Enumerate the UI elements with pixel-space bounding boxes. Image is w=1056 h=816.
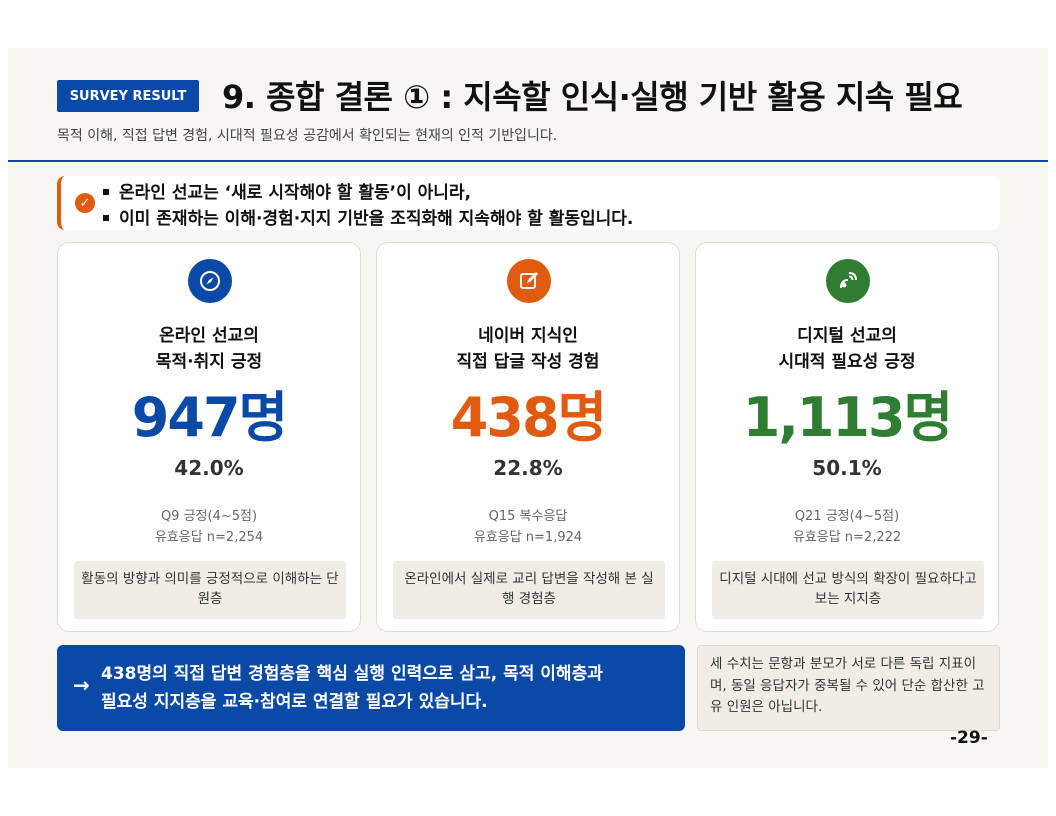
card-label-2: 직접 답글 작성 경험 (456, 352, 600, 372)
edit-icon (507, 259, 551, 303)
card-question: Q21 긍정(4~5점) (794, 509, 900, 524)
card-percent: 42.0% (174, 456, 244, 480)
stat-card-experience: 네이버 지식인 직접 답글 작성 경험 438명 22.8% Q15 복수응답 … (376, 242, 680, 632)
satellite-icon (826, 259, 870, 303)
card-sample-size: 유효응답 n=2,254 (154, 530, 264, 545)
card-note: 온라인에서 실제로 교리 답변을 작성해 본 실행 경험층 (393, 561, 665, 619)
card-note: 활동의 방향과 의미를 긍정적으로 이해하는 단원층 (74, 561, 346, 619)
check-icon: ✓ (75, 193, 95, 213)
card-label-1: 디지털 선교의 (797, 326, 897, 346)
compass-icon (188, 259, 232, 303)
card-count: 438명 (450, 386, 607, 449)
card-label-1: 네이버 지식인 (478, 326, 578, 346)
card-note: 디지털 시대에 선교 방식의 확장이 필요하다고 보는 지지층 (712, 561, 984, 619)
conclusion-line-1: 438명의 직접 답변 경험층을 핵심 실행 인력으로 삼고, 목적 이해층과 (101, 664, 603, 684)
card-sample-size: 유효응답 n=2,222 (792, 530, 902, 545)
page-subtitle: 목적 이해, 직접 답변 경험, 시대적 필요성 공감에서 확인되는 현재의 인… (57, 128, 558, 144)
key-message-callout: ✓ 온라인 선교는 ‘새로 시작해야 할 활동’이 아니라, 이미 존재하는 이… (57, 176, 1000, 230)
conclusion-line-2: 필요성 지지층을 교육·참여로 연결할 필요가 있습니다. (101, 692, 488, 712)
slide: SURVEY RESULT 9. 종합 결론 ① : 지속할 인식·실행 기반 … (8, 48, 1048, 768)
card-question: Q9 긍정(4~5점) (160, 509, 258, 524)
card-percent: 22.8% (493, 456, 563, 480)
stat-card-necessity: 디지털 선교의 시대적 필요성 긍정 1,113명 50.1% Q21 긍정(4… (695, 242, 999, 632)
card-sample-size: 유효응답 n=1,924 (473, 530, 583, 545)
conclusion-box: → 438명의 직접 답변 경험층을 핵심 실행 인력으로 삼고, 목적 이해층… (57, 645, 685, 731)
page-number: -29- (950, 728, 988, 748)
page-title: 9. 종합 결론 ① : 지속할 인식·실행 기반 활용 지속 필요 (222, 78, 963, 116)
card-label-2: 목적·취지 긍정 (155, 352, 263, 372)
card-label-1: 온라인 선교의 (159, 326, 259, 346)
card-label-2: 시대적 필요성 긍정 (778, 352, 916, 372)
header-divider (8, 160, 1048, 162)
card-percent: 50.1% (812, 456, 882, 480)
survey-result-badge: SURVEY RESULT (57, 80, 199, 112)
card-count: 947명 (131, 386, 288, 449)
arrow-right-icon: → (73, 673, 90, 697)
card-question: Q15 복수응답 (488, 509, 568, 524)
footnote-box: 세 수치는 문항과 분모가 서로 다른 독립 지표이며, 동일 응답자가 중복될… (697, 645, 1000, 731)
callout-line-2: 이미 존재하는 이해·경험·지지 기반을 조직화해 지속해야 할 활동입니다. (103, 204, 633, 229)
card-count: 1,113명 (742, 386, 954, 449)
callout-line-1: 온라인 선교는 ‘새로 시작해야 할 활동’이 아니라, (103, 178, 471, 203)
stat-card-purpose: 온라인 선교의 목적·취지 긍정 947명 42.0% Q9 긍정(4~5점) … (57, 242, 361, 632)
